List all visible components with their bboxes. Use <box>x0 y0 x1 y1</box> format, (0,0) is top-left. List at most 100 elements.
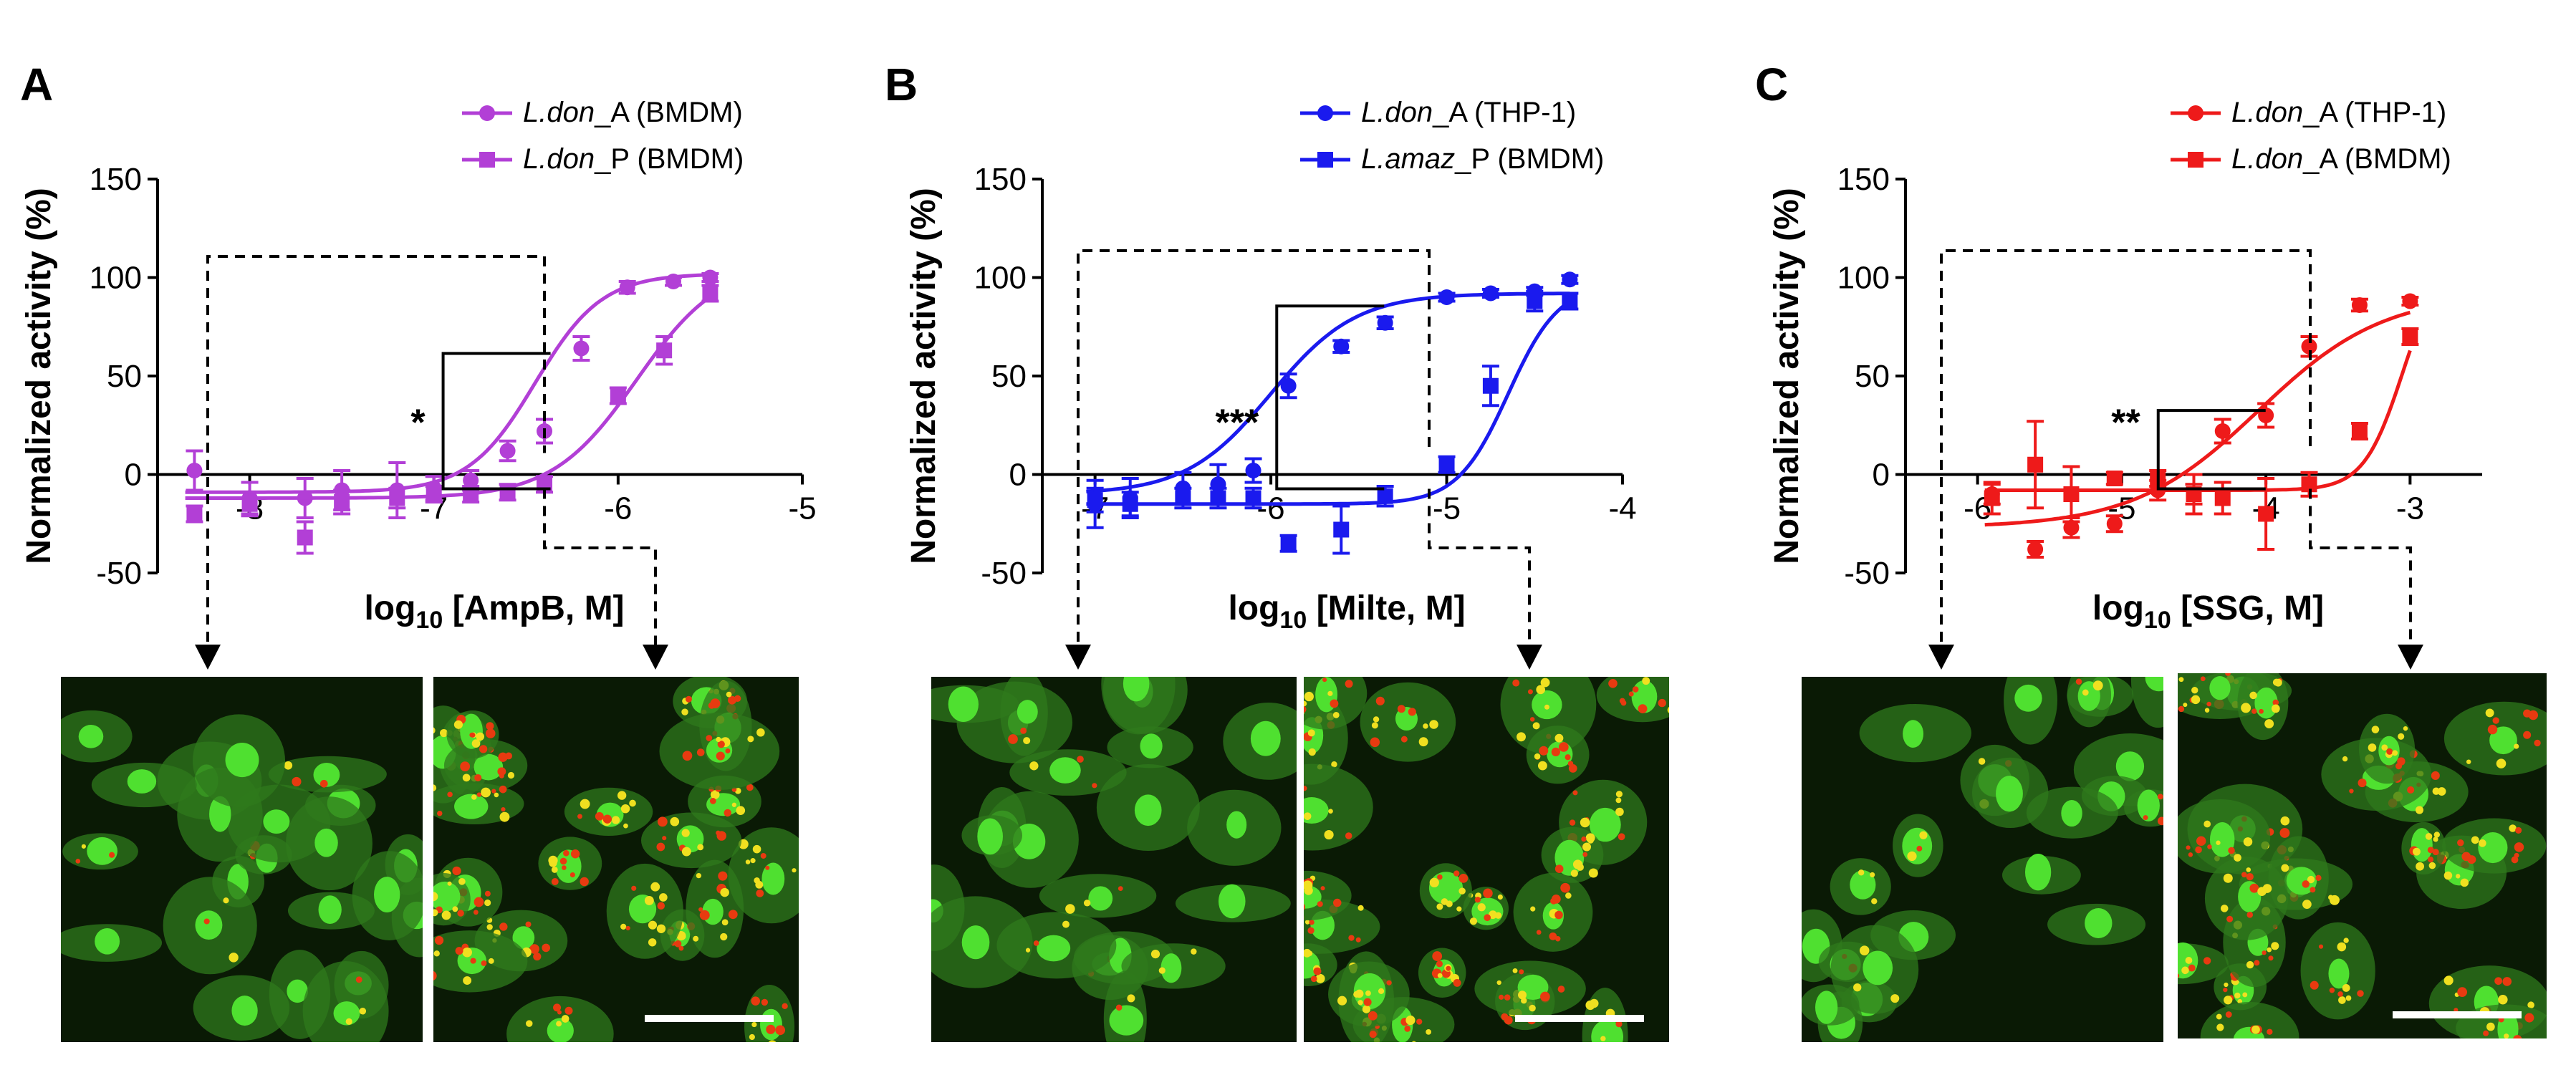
parasite-dot <box>229 953 239 963</box>
parasite-dot <box>1488 910 1497 920</box>
parasite-dot <box>2494 977 2502 985</box>
cell-nucleus <box>433 881 461 912</box>
data-point <box>389 490 405 506</box>
data-point <box>297 529 313 546</box>
data-point <box>2301 338 2317 355</box>
parasite-dot <box>2514 743 2519 749</box>
parasite-dot <box>2433 832 2440 838</box>
parasite-dot <box>1362 1005 1371 1013</box>
data-point <box>2258 506 2274 522</box>
data-point <box>1175 490 1191 506</box>
parasite-dot <box>1477 903 1486 912</box>
parasite-dot <box>2259 1039 2264 1045</box>
parasite-dot <box>734 695 741 703</box>
parasite-dot <box>1418 737 1428 747</box>
parasite-dot <box>1537 761 1547 771</box>
parasite-dot <box>725 748 731 753</box>
parasite-dot <box>1437 973 1443 978</box>
x-tick-label: -5 <box>1433 491 1461 526</box>
significance-stars: * <box>410 403 426 444</box>
data-point <box>1438 456 1455 473</box>
parasite-dot <box>1512 679 1520 687</box>
cell-nucleus <box>1902 827 1933 864</box>
parasite-dot <box>1554 910 1563 920</box>
data-point <box>2027 541 2044 557</box>
parasite-dot <box>2456 874 2461 879</box>
parasite-dot <box>533 952 542 961</box>
cell-nucleus <box>2014 684 2042 712</box>
parasite-dot <box>1551 747 1560 757</box>
data-point <box>1984 490 2000 506</box>
parasite-dot <box>2427 857 2434 863</box>
parasite-dot <box>2220 905 2229 912</box>
parasite-dot <box>1357 905 1364 911</box>
parasite-dot <box>2307 875 2315 884</box>
data-point <box>426 486 442 502</box>
parasite-dot <box>1453 978 1461 987</box>
parasite-dot <box>2223 873 2233 883</box>
cell-nucleus <box>314 828 338 857</box>
parasite-dot <box>1585 1060 1595 1069</box>
parasite-dot <box>2527 1001 2534 1009</box>
parasite-dot <box>2487 724 2498 735</box>
parasite-dot <box>1429 720 1438 729</box>
parasite-dot <box>2092 680 2103 691</box>
panel-letter: C <box>1755 59 1788 110</box>
parasite-dot <box>1332 898 1342 907</box>
legend-label: L.don_A (BMDM) <box>2231 143 2451 175</box>
parasite-dot <box>499 785 507 794</box>
data-point <box>2106 471 2123 486</box>
parasite-dot <box>1304 904 1305 910</box>
x-tick-label: -4 <box>1608 491 1636 526</box>
parasite-dot <box>724 809 731 817</box>
parasite-dot <box>709 798 716 804</box>
cell-nucleus <box>1815 991 1838 1024</box>
parasite-dot <box>747 736 754 743</box>
parasite-dot <box>433 970 437 980</box>
parasite-dot <box>2267 1028 2273 1035</box>
parasite-dot <box>1620 700 1627 706</box>
parasite-dot <box>1540 678 1550 688</box>
legend-marker <box>1317 105 1333 121</box>
parasite-dot <box>2246 873 2254 881</box>
parasite-dot <box>481 960 487 966</box>
parasite-dot <box>2460 878 2469 887</box>
parasite-dot <box>1628 691 1634 697</box>
parasite-dot <box>2249 691 2257 700</box>
parasite-dot <box>2415 806 2424 814</box>
parasite-dot <box>710 790 720 799</box>
parasite-dot <box>486 924 493 930</box>
parasite-dot <box>548 855 558 866</box>
parasite-dot <box>1297 706 1302 711</box>
parasite-dot <box>1458 874 1469 883</box>
parasite-dot <box>1411 1041 1416 1042</box>
parasite-dot <box>623 823 628 829</box>
parasite-dot <box>648 920 658 930</box>
parasite-dot <box>2520 1039 2527 1046</box>
parasite-dot <box>1549 932 1557 940</box>
legend-marker <box>479 152 495 168</box>
parasite-dot <box>1517 732 1526 742</box>
parasite-dot <box>2143 815 2148 821</box>
parasite-dot <box>2181 966 2189 975</box>
legend-label-italic: L.amaz <box>1361 143 1455 175</box>
parasite-dot <box>2523 709 2532 718</box>
parasite-dot <box>1371 722 1378 729</box>
parasite-dot <box>2251 708 2257 714</box>
cell-nucleus <box>2286 867 2317 895</box>
parasite-dot <box>2204 708 2210 713</box>
parasite-dot <box>359 1007 367 1015</box>
arrow-head <box>1928 645 1954 670</box>
parasite-dot <box>476 732 485 741</box>
parasite-dot <box>1446 965 1451 971</box>
parasite-dot <box>1029 761 1039 771</box>
parasite-dot <box>1304 786 1307 791</box>
parasite-dot <box>756 728 765 737</box>
parasite-dot <box>2280 816 2290 826</box>
parasite-dot <box>2514 842 2524 852</box>
parasite-dot <box>1529 1004 1536 1012</box>
parasite-dot <box>355 976 362 983</box>
significance-bracket <box>441 352 551 491</box>
parasite-dot <box>434 935 444 945</box>
